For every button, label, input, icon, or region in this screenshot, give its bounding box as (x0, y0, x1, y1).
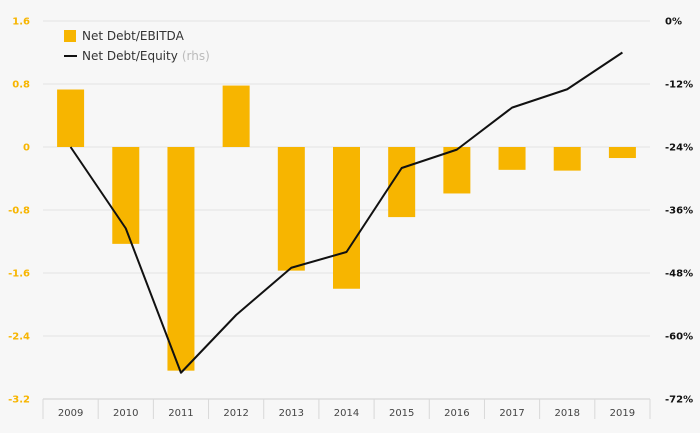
legend-label-net-debt-equity: Net Debt/Equity (rhs) (82, 49, 210, 63)
x-tick-label: 2011 (168, 408, 193, 419)
y-left-tick-label: -3.2 (8, 395, 30, 406)
x-tick-label: 2014 (334, 408, 359, 419)
x-tick-label: 2017 (499, 408, 524, 419)
y-right-tick-label: -60% (665, 332, 693, 343)
y-right-tick-label: -72% (665, 395, 693, 406)
legend-swatch-net-debt-ebitda (64, 30, 76, 42)
y-right-tick-label: -36% (665, 206, 693, 217)
x-tick-label: 2016 (444, 408, 469, 419)
legend-label-net-debt-equity-name: Net Debt/Equity (82, 49, 178, 63)
net-debt-equity-line (69, 51, 623, 374)
legend: Net Debt/EBITDA Net Debt/Equity (rhs) (64, 29, 210, 63)
y-left-tick-label: 0 (23, 143, 30, 154)
bar (443, 147, 471, 194)
y-right-tick-label: -24% (665, 143, 693, 154)
bar (553, 147, 581, 171)
x-tick-label: 2013 (279, 408, 304, 419)
y-right-tick-label: -48% (665, 269, 693, 280)
bar (57, 89, 85, 147)
bar (333, 147, 360, 289)
bar (277, 147, 305, 271)
bar (608, 147, 636, 159)
x-tick-label: 2019 (610, 408, 635, 419)
axes: 1.6 0% 0.8 -12% 0 -24% -0.8 -36% -1.6 -48% -2.4 -60… (8, 17, 693, 419)
x-tick-label: 2015 (389, 408, 414, 419)
y-left-tick-label: 1.6 (12, 17, 30, 28)
bars (57, 85, 636, 371)
bar (222, 85, 250, 147)
bar (498, 147, 526, 170)
x-tick-label: 2018 (555, 408, 580, 419)
y-right-tick-label: -12% (665, 80, 693, 91)
bar (167, 147, 195, 371)
line-series (69, 51, 623, 374)
y-right-tick-label: 0% (665, 17, 682, 28)
legend-label-rhs: (rhs) (182, 49, 210, 63)
x-tick-label: 2012 (223, 408, 248, 419)
y-left-tick-label: -2.4 (8, 332, 30, 343)
y-left-tick-label: 0.8 (12, 80, 30, 91)
y-left-tick-label: -0.8 (8, 206, 30, 217)
x-tick-label: 2010 (113, 408, 138, 419)
x-tick-label: 2009 (58, 408, 83, 419)
legend-label-net-debt-ebitda: Net Debt/EBITDA (82, 29, 185, 43)
y-left-tick-label: -1.6 (8, 269, 30, 280)
